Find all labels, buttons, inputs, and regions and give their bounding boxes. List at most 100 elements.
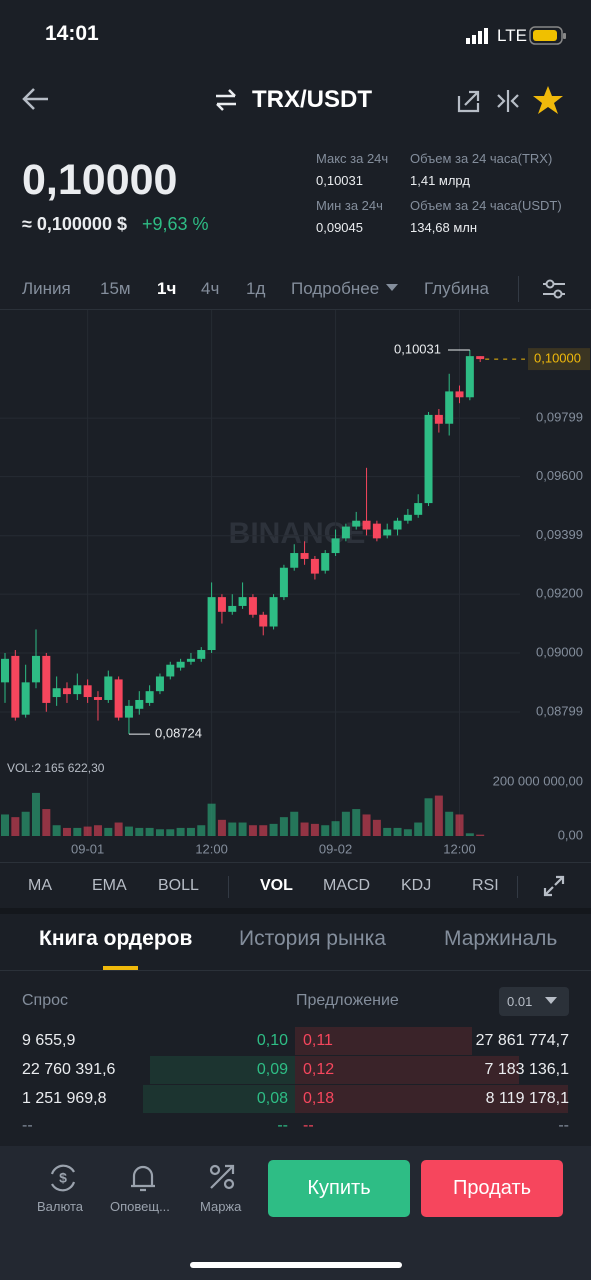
volume-bar — [383, 827, 392, 836]
favorite-star[interactable] — [532, 85, 564, 115]
interval-tab[interactable]: 15м — [100, 279, 131, 298]
stat-label: Объем за 24 часа(USDT) — [410, 198, 562, 213]
indicator-tab[interactable]: BOLL — [158, 877, 199, 894]
candle-body — [362, 520, 371, 530]
signal-icon — [466, 28, 488, 44]
stat-label: Макс за 24ч — [316, 151, 389, 166]
last-price: 0,10000 — [22, 156, 178, 204]
buy-button[interactable]: Купить — [268, 1160, 410, 1217]
volume-bar — [217, 819, 226, 836]
indicator-tab[interactable]: MACD — [323, 877, 371, 894]
section-gap — [0, 908, 591, 914]
alert-icon[interactable] — [127, 1162, 159, 1194]
volume-bar — [104, 827, 113, 836]
candle-body — [269, 597, 278, 627]
candle-body — [52, 688, 61, 698]
candle-body — [455, 391, 464, 398]
candle-body — [11, 655, 20, 718]
interval-tab[interactable]: Подробнее — [291, 279, 380, 298]
book-tab-active[interactable]: Книга ордеров — [39, 927, 193, 950]
volume-bar — [465, 833, 474, 836]
indicator-tab[interactable]: KDJ — [401, 877, 432, 894]
candle-body — [73, 685, 82, 695]
candle-body — [321, 553, 330, 571]
ask-depth-bar — [295, 1085, 568, 1113]
nav-label[interactable]: Маржа — [200, 1199, 242, 1214]
bid-amount: 9 655,9 — [22, 1032, 76, 1049]
book-tab[interactable]: История рынка — [239, 927, 386, 950]
candle-body — [331, 538, 340, 554]
volume-tick-label: 200 000 000,00 — [493, 774, 583, 789]
ask-price: 0,11 — [303, 1032, 333, 1049]
candle-body — [93, 697, 102, 700]
volume-bar — [1, 814, 9, 836]
candle-body — [31, 655, 40, 683]
home-indicator — [190, 1262, 402, 1268]
volume-bar — [331, 821, 340, 836]
y-tick-label: 0,09799 — [536, 410, 583, 425]
volume-bar — [372, 819, 381, 836]
volume-bar — [83, 826, 92, 836]
volume-bar — [176, 827, 185, 836]
volume-bar — [31, 792, 40, 836]
book-tab[interactable]: Маржиналь — [444, 927, 558, 950]
indicator-tab-active[interactable]: VOL — [260, 877, 293, 894]
interval-tab[interactable]: 4ч — [201, 279, 220, 298]
candle-body — [83, 685, 92, 698]
tab-indicator — [103, 966, 138, 970]
interval-tab-active[interactable]: 1ч — [157, 279, 177, 298]
precision-value: 0.01 — [507, 994, 533, 1009]
sell-button[interactable]: Продать — [421, 1160, 563, 1217]
margin-icon[interactable] — [207, 1162, 237, 1192]
bid-price: 0,09 — [256, 1061, 288, 1078]
compare-button[interactable] — [495, 88, 521, 114]
volume-bar — [352, 809, 361, 836]
interval-tab[interactable]: 1д — [246, 279, 266, 298]
indicator-tab[interactable]: RSI — [472, 877, 499, 894]
fullscreen-button[interactable] — [542, 874, 566, 898]
nav-label[interactable]: Оповещ... — [110, 1199, 170, 1214]
volume-bar — [155, 829, 164, 836]
bid-amount: -- — [22, 1117, 33, 1134]
interval-tab[interactable]: Линия — [22, 279, 71, 298]
x-tick-label: 09-01 — [71, 841, 104, 856]
precision-select[interactable]: 0.01 — [499, 987, 569, 1016]
divider — [0, 309, 591, 310]
indicator-tab[interactable]: EMA — [92, 877, 127, 894]
volume-bar — [52, 825, 61, 836]
volume-bar — [166, 829, 175, 836]
back-button[interactable] — [20, 86, 52, 112]
bid-depth-bar — [150, 1056, 295, 1084]
volume-bar — [228, 822, 237, 836]
bid-price: 0,08 — [256, 1090, 288, 1107]
share-button[interactable] — [456, 88, 482, 114]
ask-header: Предложение — [296, 992, 399, 1009]
volume-bar — [259, 825, 268, 836]
indicator-tab[interactable]: MA — [28, 877, 52, 894]
volume-bar — [279, 817, 288, 836]
candle-body — [290, 553, 299, 568]
ask-depth-bar — [295, 1027, 472, 1055]
pair-title[interactable]: TRX/USDT — [252, 86, 372, 113]
bid-price: -- — [277, 1117, 288, 1134]
nav-label[interactable]: Валюта — [37, 1199, 83, 1214]
volume-bar — [321, 825, 330, 836]
volume-bar — [135, 827, 144, 836]
volume-bar — [300, 822, 309, 836]
candle-body — [476, 356, 485, 360]
candle-body — [424, 414, 433, 504]
chart-settings[interactable] — [541, 278, 567, 300]
interval-tab[interactable]: Глубина — [424, 279, 489, 298]
currency-icon[interactable]: $ — [47, 1162, 79, 1194]
x-tick-label: 12:00 — [195, 841, 228, 856]
candle-body — [403, 514, 412, 521]
volume-bar — [393, 827, 402, 836]
swap-icon[interactable] — [213, 88, 239, 112]
volume-bar — [434, 795, 443, 836]
volume-bar — [290, 811, 299, 836]
last-price-label: 0,10000 — [534, 351, 581, 366]
candlestick-chart: BINANCE0,097990,096000,093990,092000,090… — [0, 310, 590, 856]
bid-amount: 22 760 391,6 — [22, 1061, 116, 1078]
volume-bar — [207, 803, 216, 836]
